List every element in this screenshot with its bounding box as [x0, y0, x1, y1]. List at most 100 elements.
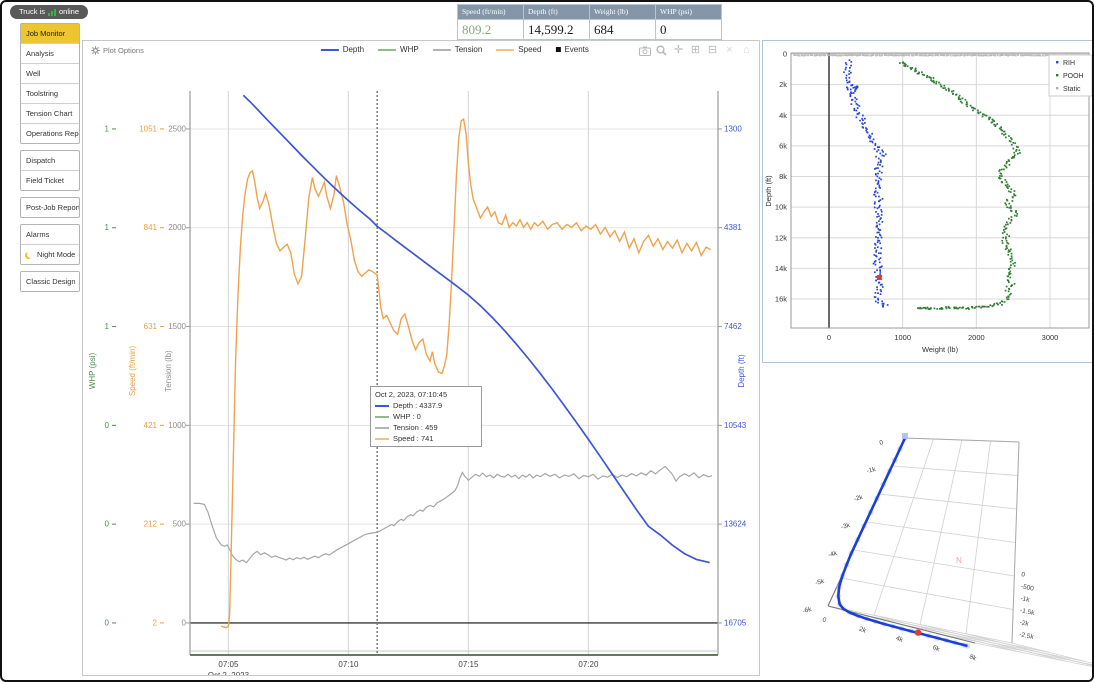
legend-line-swatch	[320, 48, 339, 51]
sidebar-item-classic-design[interactable]: Classic Design	[26, 277, 76, 286]
camera-icon[interactable]	[638, 44, 651, 57]
weight-depth-chart[interactable]: 0 2k 4k 6k 8k 10k 12k 14k 16k 0 1000 2000 3000 RIH POO…	[763, 41, 1094, 360]
svg-text:Weight (lb): Weight (lb)	[922, 345, 959, 354]
svg-text:-5k: -5k	[815, 578, 826, 587]
autoscale-icon[interactable]: ×	[726, 44, 733, 56]
svg-text:Tension (lb): Tension (lb)	[164, 350, 173, 392]
svg-text:16k: 16k	[775, 295, 787, 304]
svg-text:2k: 2k	[779, 80, 787, 89]
reset-axes-icon[interactable]: ⌂	[743, 44, 750, 56]
stats-value: 0	[656, 19, 721, 39]
stats-value: 809.2	[458, 19, 523, 39]
stats-header: WHP (psi)	[656, 5, 721, 19]
trajectory-3d-chart[interactable]: 0 -1k -2k -3k -4k -5k -6k 0 2k 4k 6k 8k 0 -500 -1k -1.5…	[762, 366, 1094, 682]
svg-text:0: 0	[105, 421, 110, 430]
gear-icon	[91, 46, 100, 55]
stats-header: Speed (ft/min)	[458, 5, 523, 19]
svg-text:421: 421	[144, 421, 158, 430]
svg-text:1500: 1500	[168, 322, 186, 331]
svg-text:Depth (ft): Depth (ft)	[737, 354, 746, 388]
tooltip-title: Oct 2, 2023, 07:10:45	[375, 390, 448, 399]
svg-text:-3k: -3k	[840, 522, 851, 531]
svg-text:0: 0	[1021, 571, 1026, 579]
svg-text:2: 2	[153, 618, 158, 627]
truck-status-badge: Truck is online	[10, 5, 89, 19]
sidebar-item-night-mode[interactable]: Night Mode	[21, 244, 79, 264]
svg-text:-500: -500	[1020, 583, 1035, 593]
svg-text:0: 0	[783, 50, 787, 59]
svg-text:-1k: -1k	[1020, 595, 1031, 604]
legend-item-speed[interactable]: Speed	[496, 45, 541, 54]
sidebar-item-tension-chart[interactable]: Tension Chart	[21, 103, 79, 123]
svg-text:1: 1	[105, 223, 110, 232]
svg-text:4381: 4381	[724, 223, 742, 232]
moon-icon	[27, 251, 34, 258]
legend-item-events[interactable]: Events	[555, 45, 589, 54]
svg-text:0: 0	[879, 439, 885, 447]
stats-header: Weight (lb)	[590, 5, 655, 19]
svg-text:10k: 10k	[775, 203, 787, 212]
tooltip-row: Tension : 459	[375, 423, 477, 432]
plot-options-button[interactable]: Plot Options	[91, 46, 144, 55]
svg-text:07:10: 07:10	[338, 660, 359, 669]
svg-text:8k: 8k	[968, 653, 978, 662]
svg-text:8k: 8k	[779, 172, 787, 181]
svg-text:0: 0	[821, 616, 827, 624]
sidebar-item-dispatch[interactable]: Dispatch	[26, 156, 56, 165]
weight-depth-panel: 0 2k 4k 6k 8k 10k 12k 14k 16k 0 1000 2000 3000 RIH POO…	[762, 40, 1094, 363]
svg-text:500: 500	[173, 520, 187, 529]
svg-text:1300: 1300	[724, 124, 742, 133]
svg-text:Depth (ft): Depth (ft)	[764, 175, 773, 207]
sidebar-group: Classic Design	[20, 271, 80, 292]
zoom-in-icon[interactable]: ⊞	[690, 44, 701, 56]
legend-square-swatch	[555, 47, 561, 52]
modebar: ✛ ⊞ ⊟ × ⌂	[638, 44, 753, 57]
svg-text:7462: 7462	[724, 322, 742, 331]
svg-text:2500: 2500	[168, 124, 186, 133]
stats-header: Depth (ft)	[524, 5, 589, 19]
svg-text:6k: 6k	[932, 644, 942, 653]
svg-text:-2k: -2k	[853, 494, 864, 503]
sidebar-group: Post-Job Report	[20, 197, 80, 218]
sidebar: Job Monitor Analysis Well Toolstring Tension…	[20, 23, 80, 298]
svg-text:-4k: -4k	[827, 550, 838, 559]
chart-tooltip: Oct 2, 2023, 07:10:45 Depth : 4337.9 WHP …	[370, 386, 482, 447]
svg-text:0: 0	[182, 618, 187, 627]
svg-text:16705: 16705	[724, 618, 747, 627]
sidebar-item-field-ticket[interactable]: Field Ticket	[21, 170, 79, 190]
legend-item-depth[interactable]: Depth	[320, 45, 364, 54]
sidebar-item-analysis[interactable]: Analysis	[21, 43, 79, 63]
sidebar-item-alarms[interactable]: Alarms	[26, 230, 50, 239]
svg-text:14k: 14k	[775, 264, 787, 273]
svg-text:841: 841	[144, 223, 158, 232]
svg-text:2k: 2k	[858, 626, 868, 635]
zoom-icon[interactable]	[655, 44, 668, 57]
pan-icon[interactable]: ✛	[673, 44, 684, 56]
svg-text:07:15: 07:15	[458, 660, 479, 669]
legend-line-swatch	[432, 48, 451, 51]
svg-text:07:20: 07:20	[578, 660, 599, 669]
stats-table: Speed (ft/min) 809.2 Depth (ft) 14,599.2 Wei…	[457, 4, 722, 40]
stats-column-2: Weight (lb) 684	[590, 4, 656, 40]
svg-text:212: 212	[144, 520, 158, 529]
svg-text:4k: 4k	[779, 111, 787, 120]
legend-item-tension[interactable]: Tension	[432, 45, 482, 54]
stats-column-3: WHP (psi) 0	[656, 4, 722, 40]
sidebar-item-post-job-report[interactable]: Post-Job Report	[26, 203, 79, 212]
svg-text:WHP (psi): WHP (psi)	[88, 353, 97, 390]
stats-column-0: Speed (ft/min) 809.2	[457, 4, 524, 40]
legend-line-swatch	[378, 48, 397, 51]
sidebar-item-operations-report[interactable]: Operations Report	[21, 123, 79, 143]
timeseries-panel: Plot Options Depth WHP Tension Speed Events …	[82, 40, 760, 676]
sidebar-group: Job Monitor Analysis Well Toolstring Tension…	[20, 23, 80, 144]
svg-text:2000: 2000	[968, 333, 985, 342]
sidebar-item-well[interactable]: Well	[21, 63, 79, 83]
svg-text:Static: Static	[1063, 86, 1081, 93]
sidebar-item-job-monitor[interactable]: Job Monitor	[21, 24, 79, 43]
legend-item-whp[interactable]: WHP	[378, 45, 419, 54]
svg-text:1000: 1000	[894, 333, 911, 342]
sidebar-item-toolstring[interactable]: Toolstring	[21, 83, 79, 103]
timeseries-chart[interactable]: 0 2 0 16705 0 212 500 13624 0 421 1000 10543 1 631 150…	[83, 41, 759, 675]
zoom-out-icon[interactable]: ⊟	[707, 44, 718, 56]
